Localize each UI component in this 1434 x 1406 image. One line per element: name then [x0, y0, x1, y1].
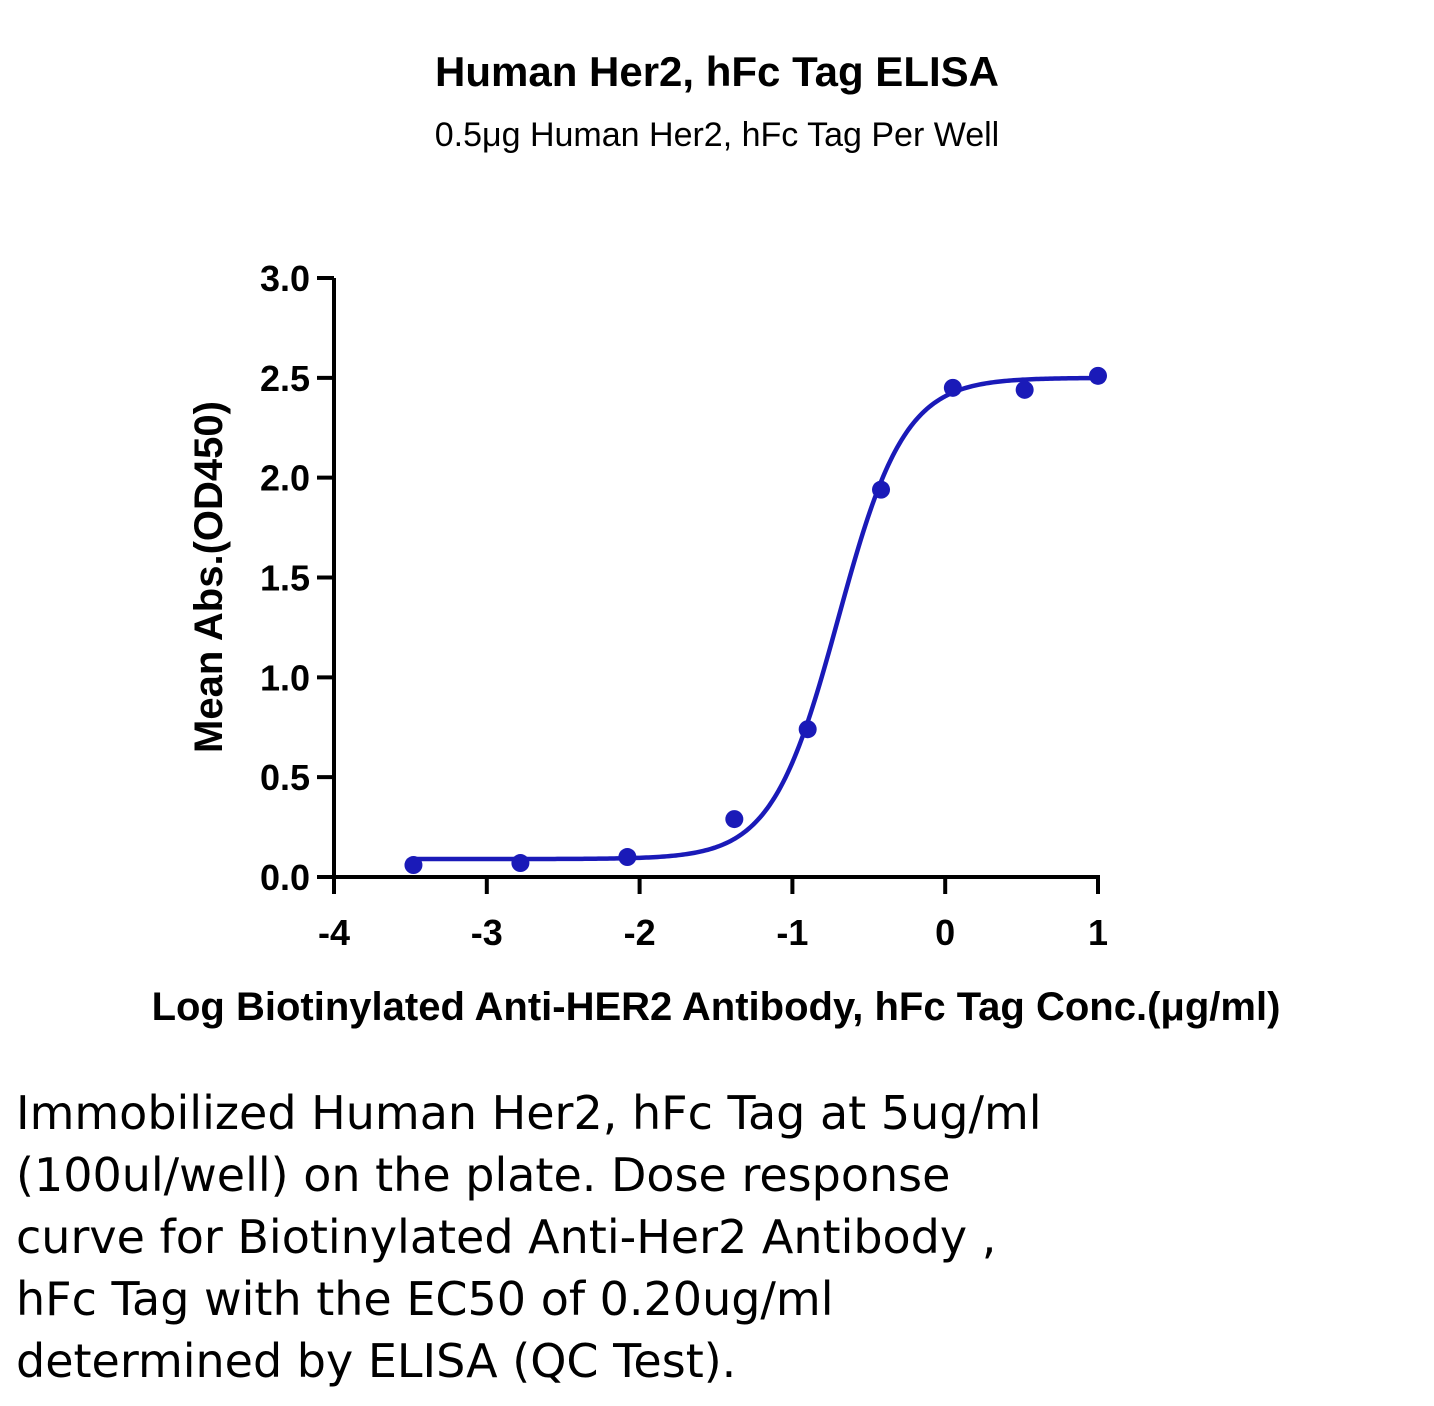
- x-tick-label: -1: [776, 912, 808, 953]
- data-point: [943, 378, 962, 397]
- y-axis-label: Mean Abs.(OD450): [187, 401, 231, 753]
- caption-line: hFc Tag with the EC50 of 0.20ug/ml: [16, 1272, 834, 1326]
- y-tick-label: 1.0: [260, 657, 310, 698]
- fit-curve: [413, 375, 1099, 862]
- y-tick-label: 2.5: [260, 358, 310, 399]
- caption-line: Immobilized Human Her2, hFc Tag at 5ug/m…: [16, 1086, 1042, 1140]
- data-point: [618, 848, 637, 867]
- y-tick-label: 0.5: [260, 757, 310, 798]
- y-tick-label: 3.0: [260, 258, 310, 299]
- x-tick-label: 0: [935, 912, 955, 953]
- y-tick-label: 0.0: [260, 857, 310, 898]
- chart-subtitle: 0.5μg Human Her2, hFc Tag Per Well: [434, 116, 1000, 154]
- x-tick-label: -4: [318, 912, 350, 953]
- fit-curve-layer: [413, 375, 1099, 862]
- data-points-layer: [404, 366, 1107, 875]
- x-axis-label: Log Biotinylated Anti-HER2 Antibody, hFc…: [152, 985, 1281, 1029]
- data-point: [725, 810, 744, 829]
- x-tick-label: -2: [624, 912, 656, 953]
- data-point: [798, 720, 817, 739]
- chart-title: Human Her2, hFc Tag ELISA: [435, 48, 999, 95]
- data-point: [511, 854, 530, 873]
- data-point: [872, 480, 891, 499]
- axes: -4 -3 -2 -1 0 1 0.0 0.5 1.0 1.5 2.0 2.5 3.0: [260, 258, 1108, 953]
- y-tick-label: 1.5: [260, 558, 310, 599]
- y-tick-label: 2.0: [260, 458, 310, 499]
- x-tick-label: -3: [471, 912, 503, 953]
- data-point: [1089, 366, 1107, 385]
- caption-line: (100ul/well) on the plate. Dose response: [16, 1148, 951, 1202]
- caption-line: curve for Biotinylated Anti-Her2 Antibod…: [16, 1210, 997, 1264]
- elisa-chart: -4 -3 -2 -1 0 1 0.0 0.5 1.0 1.5 2.0 2.5 3.0 Log Biot…: [152, 258, 1281, 1029]
- caption-line: determined by ELISA (QC Test).: [16, 1334, 737, 1388]
- data-point: [404, 856, 423, 875]
- data-point: [1015, 380, 1034, 399]
- figure-caption: Immobilized Human Her2, hFc Tag at 5ug/m…: [16, 1082, 1216, 1392]
- x-tick-label: 1: [1088, 912, 1108, 953]
